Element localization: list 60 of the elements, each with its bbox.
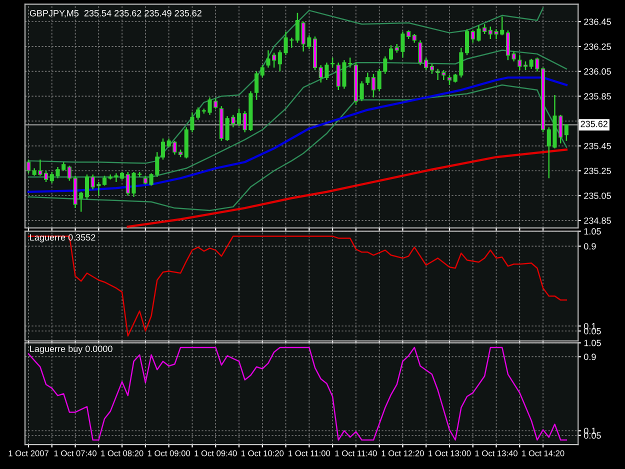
y-tick-label: 235.85	[584, 93, 611, 100]
y-tick-label: 1.05	[584, 340, 601, 346]
y-tick-label: 0.1	[584, 428, 596, 434]
candlestick	[102, 175, 107, 186]
candlestick	[330, 57, 335, 68]
x-tick-label: 1 Oct 07:40	[54, 450, 96, 456]
line-series	[28, 84, 568, 212]
y-tick-label: 0.9	[584, 354, 596, 360]
candlestick	[465, 28, 470, 56]
x-tick-label: 1 Oct 11:00	[288, 450, 330, 456]
y-tick-label: 236.45	[584, 18, 611, 25]
line-series	[28, 236, 568, 337]
x-tick-label: 1 Oct 2007	[8, 450, 48, 456]
y-tick-label: 235.05	[584, 192, 611, 199]
x-tick-label: 1 Oct 13:40	[475, 450, 518, 456]
candlestick	[430, 63, 434, 74]
candlestick	[518, 54, 522, 71]
candlestick	[26, 158, 31, 174]
candlestick	[278, 50, 282, 72]
line-series	[27, 76, 568, 193]
ref-line-label: 235.62	[580, 120, 608, 128]
line-series	[28, 346, 568, 441]
candlestick	[67, 165, 72, 182]
y-tick-label: 0.1	[584, 322, 596, 330]
y-tick-label: 0.9	[584, 243, 596, 250]
x-tick-label: 1 Oct 13:00	[428, 450, 471, 456]
y-tick-label: 1.05	[584, 228, 601, 235]
y-tick-label: 236.05	[584, 68, 611, 75]
candlestick	[388, 44, 394, 61]
candlestick	[512, 50, 516, 62]
candlestick	[564, 124, 568, 142]
candlestick	[371, 73, 376, 98]
text: GBPJPY,M5 235.54 235.62 235.49 235.62	[30, 10, 202, 18]
y-tick-label: 235.25	[584, 168, 611, 174]
candlestick	[196, 106, 200, 120]
x-tick-label: 1 Oct 09:00	[148, 450, 190, 456]
y-tick-label: 236.25	[584, 43, 611, 50]
x-tick-label: 1 Oct 14:20	[522, 450, 564, 456]
x-tick-label: 1 Oct 11:40	[335, 450, 377, 456]
x-tick-label: 1 Oct 08:20	[101, 450, 144, 456]
candlestick	[366, 72, 370, 86]
candlestick	[260, 64, 264, 78]
x-tick-label: 1 Oct 12:20	[382, 450, 424, 456]
x-tick-label: 1 Oct 10:20	[241, 450, 284, 456]
candlestick	[254, 70, 259, 101]
y-tick-label: 235.45	[584, 142, 611, 150]
candlestick	[447, 74, 452, 86]
candlestick	[160, 138, 166, 160]
candlestick	[84, 174, 90, 200]
x-tick-label: 1 Oct 09:40	[194, 450, 237, 456]
chart-title: Laguerre buy 0.0000	[30, 345, 112, 354]
candlestick	[44, 170, 48, 183]
y-tick-label: 0.05	[584, 328, 601, 334]
candlestick	[506, 30, 510, 61]
candlestick	[360, 80, 364, 102]
line-series	[126, 148, 568, 228]
candlestick	[236, 108, 242, 127]
y-tick-label: 234.85	[584, 217, 611, 224]
y-tick-label: 0.05	[584, 432, 601, 439]
candlestick	[295, 12, 300, 44]
